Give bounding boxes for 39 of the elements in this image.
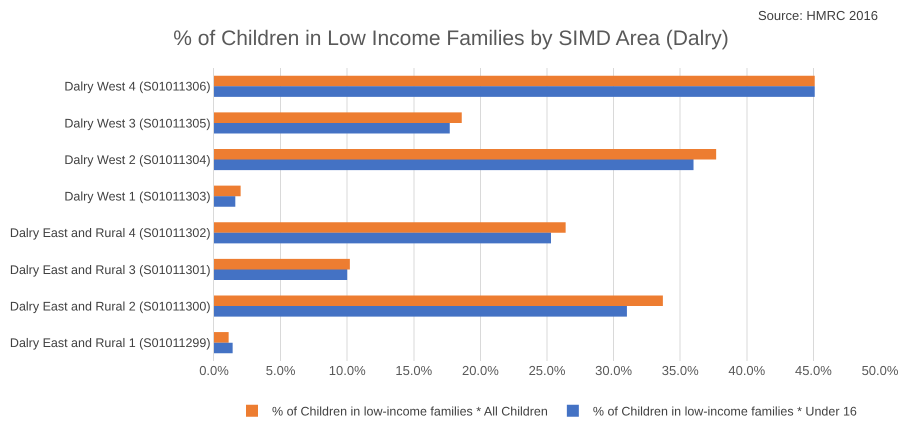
legend-label: % of Children in low-income families * All Children <box>272 404 548 419</box>
bar <box>214 86 815 97</box>
y-tick-label: Dalry West 2 (S01011304) <box>64 152 210 167</box>
bar <box>214 76 815 86</box>
x-tick-label: 35.0% <box>662 363 700 378</box>
bar <box>214 148 716 160</box>
bar <box>214 112 462 123</box>
x-tick-label: 10.0% <box>328 363 366 378</box>
chart-title: % of Children in Low Income Families by SIMD Area (Dalry) <box>173 27 729 50</box>
y-tick-label: Dalry East and Rural 2 (S01011300) <box>10 299 210 314</box>
bar <box>214 222 566 233</box>
y-tick-label: Dalry East and Rural 4 (S01011302) <box>10 226 210 240</box>
legend-label: % of Children in low-income families * Under 16 <box>592 404 857 419</box>
x-tick-label: 40.0% <box>728 363 766 378</box>
x-tick-label: 50.0% <box>862 363 899 378</box>
x-tick-label: 45.0% <box>794 363 832 378</box>
y-tick-label: Dalry West 4 (S01011306) <box>64 80 210 94</box>
x-tick-label: 30.0% <box>595 363 632 378</box>
y-tick-label: Dalry East and Rural 1 (S01011299) <box>10 336 210 350</box>
bar <box>214 342 233 354</box>
x-tick-label: 25.0% <box>528 363 566 378</box>
bar <box>214 160 694 170</box>
source-note: Source: HMRC 2016 <box>758 8 878 23</box>
y-tick-label: Dalry West 3 (S01011305) <box>64 116 210 130</box>
bar <box>214 232 551 244</box>
x-tick-label: 0.0% <box>199 363 230 378</box>
y-tick-label: Dalry East and Rural 3 (S01011301) <box>10 262 210 277</box>
bar <box>214 295 663 306</box>
bar <box>214 196 236 207</box>
y-tick-label: Dalry West 1 (S01011303) <box>64 190 210 204</box>
bar <box>214 306 627 317</box>
bar <box>214 186 241 196</box>
bar <box>214 332 229 343</box>
x-tick-label: 5.0% <box>266 363 296 378</box>
bar <box>214 269 348 280</box>
x-tick-label: 15.0% <box>395 363 433 378</box>
x-tick-label: 20.0% <box>462 363 500 378</box>
bar <box>214 258 350 270</box>
bar <box>214 122 450 134</box>
